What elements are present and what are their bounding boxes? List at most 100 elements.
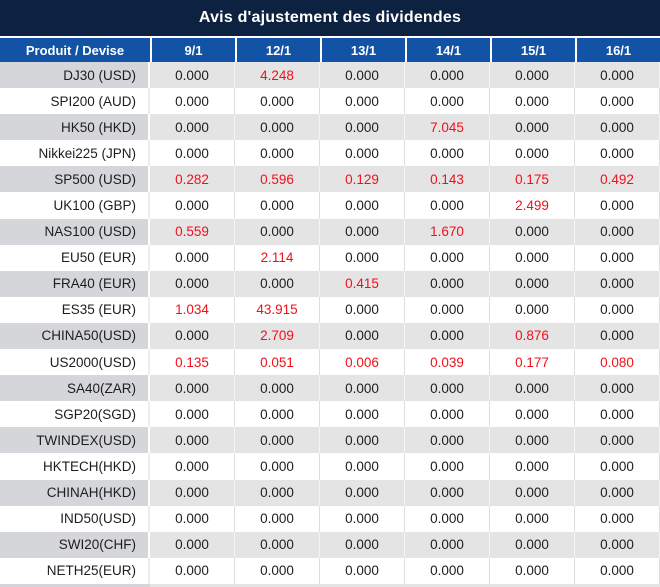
product-cell: EU50 (EUR) <box>0 244 150 271</box>
value-cell: 4.248 <box>235 62 320 89</box>
value-cell: 0.000 <box>490 453 575 480</box>
value-cell: 0.000 <box>490 140 575 167</box>
table-row: UK100 (GBP) 0.000 0.000 0.000 0.000 2.499 0.00… <box>0 192 660 219</box>
table-row: CHINAH(HKD) 0.000 0.000 0.000 0.000 0.000 0.00… <box>0 479 660 506</box>
product-cell: HKTECH(HKD) <box>0 453 150 480</box>
value-cell: 0.000 <box>490 244 575 271</box>
value-cell: 0.492 <box>575 166 660 193</box>
value-cell: 7.045 <box>405 114 490 141</box>
product-cell: ES35 (EUR) <box>0 296 150 323</box>
value-cell: 0.000 <box>490 218 575 245</box>
value-cell: 0.000 <box>235 401 320 428</box>
table-row: SA40(ZAR) 0.000 0.000 0.000 0.000 0.000 0.000 <box>0 375 660 402</box>
table-row: HK50 (HKD) 0.000 0.000 0.000 7.045 0.000 0.000 <box>0 114 660 141</box>
value-cell: 0.000 <box>320 114 405 141</box>
value-cell: 0.000 <box>150 453 235 480</box>
value-cell: 0.000 <box>490 479 575 506</box>
value-cell: 0.000 <box>575 557 660 584</box>
value-cell: 0.000 <box>320 427 405 454</box>
value-cell: 0.000 <box>320 453 405 480</box>
value-cell: 0.000 <box>575 531 660 558</box>
column-header-date: 15/1 <box>490 38 575 62</box>
table-row: SP500 (USD) 0.282 0.596 0.129 0.143 0.175 0.49… <box>0 166 660 193</box>
table-row: Nikkei225 (JPN) 0.000 0.000 0.000 0.000 0.000… <box>0 140 660 167</box>
value-cell: 0.000 <box>150 401 235 428</box>
value-cell: 0.000 <box>150 244 235 271</box>
value-cell: 0.000 <box>320 218 405 245</box>
value-cell: 0.129 <box>320 166 405 193</box>
table-row: FRA40 (EUR) 0.000 0.000 0.415 0.000 0.000 0.00… <box>0 270 660 297</box>
value-cell: 0.000 <box>575 270 660 297</box>
product-cell: SWI20(CHF) <box>0 531 150 558</box>
value-cell: 0.000 <box>320 375 405 402</box>
product-cell: CHINAH(HKD) <box>0 479 150 506</box>
table-row: DJ30 (USD) 0.000 4.248 0.000 0.000 0.000 0.000 <box>0 62 660 89</box>
value-cell: 0.000 <box>575 375 660 402</box>
value-cell: 0.000 <box>320 296 405 323</box>
table-row: SPI200 (AUD) 0.000 0.000 0.000 0.000 0.000 0.0… <box>0 88 660 115</box>
value-cell: 0.415 <box>320 270 405 297</box>
product-cell: SP500 (USD) <box>0 166 150 193</box>
column-header-date: 14/1 <box>405 38 490 62</box>
column-header-date: 16/1 <box>575 38 660 62</box>
value-cell: 0.000 <box>405 479 490 506</box>
value-cell: 0.000 <box>575 401 660 428</box>
product-cell: Nikkei225 (JPN) <box>0 140 150 167</box>
value-cell: 0.000 <box>575 505 660 532</box>
value-cell: 0.000 <box>575 140 660 167</box>
column-header-date: 12/1 <box>235 38 320 62</box>
value-cell: 0.000 <box>150 62 235 89</box>
table-row: EU50 (EUR) 0.000 2.114 0.000 0.000 0.000 0.000 <box>0 244 660 271</box>
value-cell: 2.709 <box>235 322 320 350</box>
value-cell: 0.080 <box>575 349 660 376</box>
table-row: ES35 (EUR) 1.034 43.915 0.000 0.000 0.000 0.00… <box>0 296 660 323</box>
value-cell: 0.596 <box>235 166 320 193</box>
value-cell: 0.000 <box>405 140 490 167</box>
value-cell: 0.000 <box>150 375 235 402</box>
value-cell: 0.000 <box>150 479 235 506</box>
value-cell: 0.177 <box>490 349 575 376</box>
table-row: IND50(USD) 0.000 0.000 0.000 0.000 0.000 0.000 <box>0 505 660 532</box>
table-body: DJ30 (USD) 0.000 4.248 0.000 0.000 0.000 0.000… <box>0 62 660 584</box>
value-cell: 0.000 <box>490 531 575 558</box>
value-cell: 0.000 <box>575 427 660 454</box>
value-cell: 0.000 <box>490 401 575 428</box>
value-cell: 0.039 <box>405 349 490 376</box>
value-cell: 0.000 <box>490 375 575 402</box>
value-cell: 0.000 <box>405 270 490 297</box>
value-cell: 0.000 <box>490 114 575 141</box>
value-cell: 0.000 <box>575 322 660 350</box>
value-cell: 0.000 <box>235 114 320 141</box>
value-cell: 1.034 <box>150 296 235 323</box>
table-header-row: Produit / Devise 9/1 12/1 13/1 14/1 15/1… <box>0 38 660 62</box>
value-cell: 0.000 <box>405 244 490 271</box>
value-cell: 0.000 <box>575 479 660 506</box>
product-cell: SGP20(SGD) <box>0 401 150 428</box>
value-cell: 0.000 <box>405 427 490 454</box>
value-cell: 0.000 <box>405 557 490 584</box>
value-cell: 0.000 <box>235 192 320 219</box>
value-cell: 0.000 <box>150 88 235 115</box>
value-cell: 0.000 <box>575 192 660 219</box>
value-cell: 0.000 <box>320 88 405 115</box>
product-cell: NETH25(EUR) <box>0 557 150 584</box>
value-cell: 0.000 <box>235 218 320 245</box>
table-row: SWI20(CHF) 0.000 0.000 0.000 0.000 0.000 0.000 <box>0 531 660 558</box>
value-cell: 0.559 <box>150 218 235 245</box>
value-cell: 0.000 <box>235 557 320 584</box>
table-row: NAS100 (USD) 0.559 0.000 0.000 1.670 0.000 0.0… <box>0 218 660 245</box>
value-cell: 0.135 <box>150 349 235 376</box>
panel-title: Avis d'ajustement des dividendes <box>0 0 660 38</box>
value-cell: 0.000 <box>575 114 660 141</box>
column-header-product: Produit / Devise <box>0 38 150 62</box>
next-row-sliver <box>0 583 660 587</box>
value-cell: 0.000 <box>150 531 235 558</box>
value-cell: 0.000 <box>490 296 575 323</box>
value-cell: 0.000 <box>320 322 405 350</box>
value-cell: 0.000 <box>490 557 575 584</box>
value-cell: 0.000 <box>235 479 320 506</box>
value-cell: 0.000 <box>575 88 660 115</box>
value-cell: 0.000 <box>405 453 490 480</box>
value-cell: 0.000 <box>575 218 660 245</box>
product-cell: CHINA50(USD) <box>0 322 150 350</box>
